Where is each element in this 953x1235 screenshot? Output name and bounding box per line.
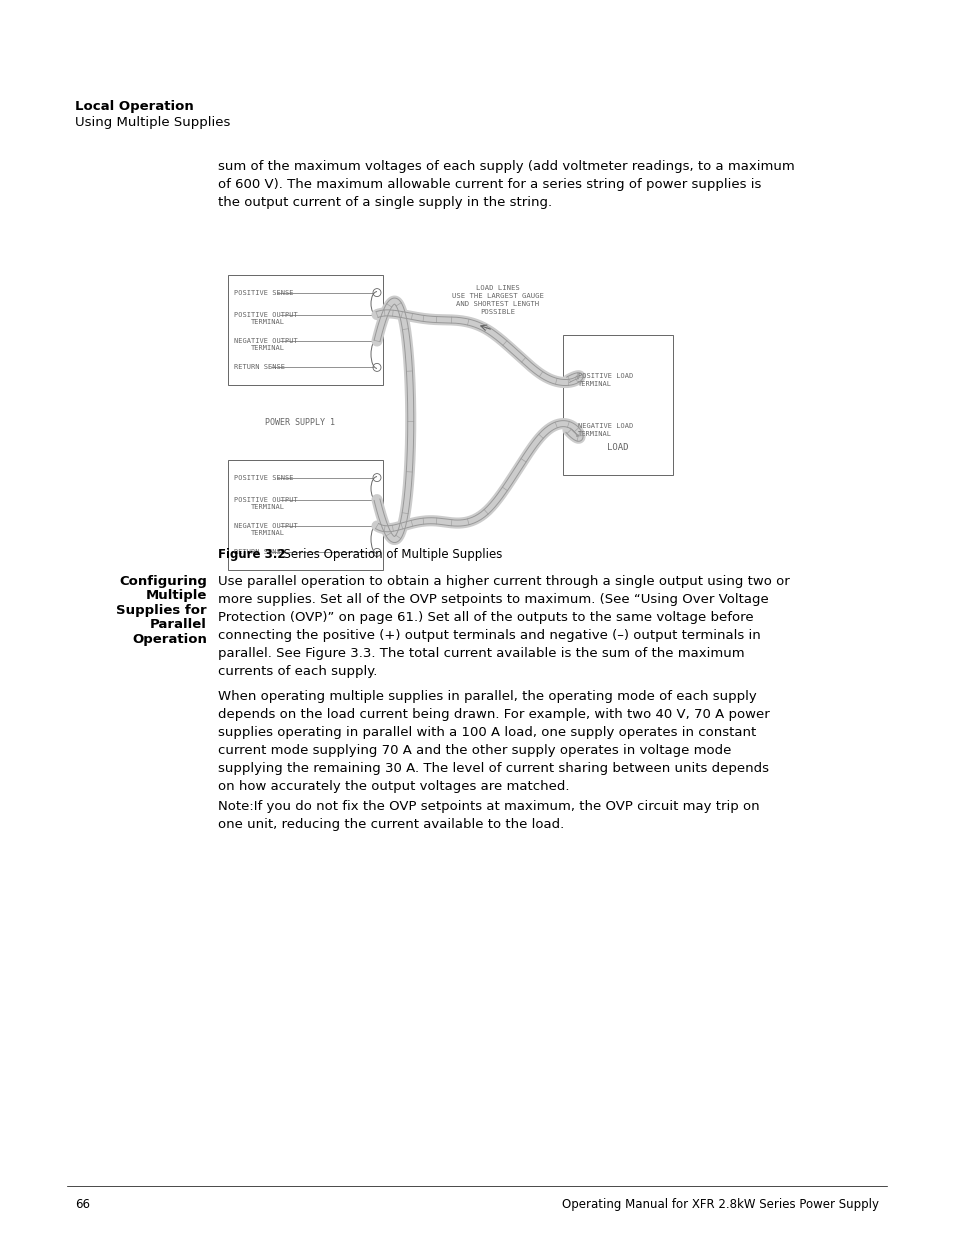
Text: When operating multiple supplies in parallel, the operating mode of each supply
: When operating multiple supplies in para…	[218, 690, 769, 793]
Text: Note:If you do not fix the OVP setpoints at maximum, the OVP circuit may trip on: Note:If you do not fix the OVP setpoints…	[218, 800, 759, 831]
Text: LOAD: LOAD	[607, 442, 628, 452]
Text: Using Multiple Supplies: Using Multiple Supplies	[75, 116, 230, 128]
Text: NEGATIVE LOAD: NEGATIVE LOAD	[578, 424, 633, 430]
Text: sum of the maximum voltages of each supply (add voltmeter readings, to a maximum: sum of the maximum voltages of each supp…	[218, 161, 794, 209]
Text: POWER SUPPLY 1: POWER SUPPLY 1	[265, 417, 335, 427]
Text: NEGATIVE OUTPUT: NEGATIVE OUTPUT	[233, 338, 297, 345]
Text: Multiple: Multiple	[146, 589, 207, 603]
Text: TERMINAL: TERMINAL	[251, 345, 285, 351]
Text: Figure 3.2: Figure 3.2	[218, 548, 285, 561]
Bar	[228, 275, 382, 385]
Text: RETURN SENSE: RETURN SENSE	[233, 364, 285, 370]
Text: TERMINAL: TERMINAL	[578, 380, 612, 387]
Text: TERMINAL: TERMINAL	[251, 530, 285, 536]
Text: TERMINAL: TERMINAL	[251, 319, 285, 325]
Text: POSITIVE SENSE: POSITIVE SENSE	[233, 289, 294, 295]
Text: POSITIVE OUTPUT: POSITIVE OUTPUT	[233, 496, 297, 503]
Text: LOAD LINES
USE THE LARGEST GAUGE
AND SHORTEST LENGTH
POSSIBLE: LOAD LINES USE THE LARGEST GAUGE AND SHO…	[452, 285, 543, 315]
Text: POSITIVE SENSE: POSITIVE SENSE	[233, 474, 294, 480]
Text: POSITIVE OUTPUT: POSITIVE OUTPUT	[233, 311, 297, 317]
Text: Operation: Operation	[132, 634, 207, 646]
Text: NEGATIVE OUTPUT: NEGATIVE OUTPUT	[233, 522, 297, 529]
Text: Use parallel operation to obtain a higher current through a single output using : Use parallel operation to obtain a highe…	[218, 576, 789, 678]
Text: Supplies for: Supplies for	[116, 604, 207, 618]
Text: Parallel: Parallel	[150, 619, 207, 631]
Text: TERMINAL: TERMINAL	[251, 504, 285, 510]
Text: 66: 66	[75, 1198, 90, 1212]
Text: Configuring: Configuring	[119, 576, 207, 588]
Text: Series Operation of Multiple Supplies: Series Operation of Multiple Supplies	[275, 548, 502, 561]
Text: RETURN SENSE: RETURN SENSE	[233, 550, 285, 556]
Text: TERMINAL: TERMINAL	[578, 431, 612, 437]
Bar	[228, 459, 382, 571]
Text: Local Operation: Local Operation	[75, 100, 193, 112]
Text: POSITIVE LOAD: POSITIVE LOAD	[578, 373, 633, 379]
Bar	[562, 335, 672, 475]
Text: Operating Manual for XFR 2.8kW Series Power Supply: Operating Manual for XFR 2.8kW Series Po…	[561, 1198, 878, 1212]
